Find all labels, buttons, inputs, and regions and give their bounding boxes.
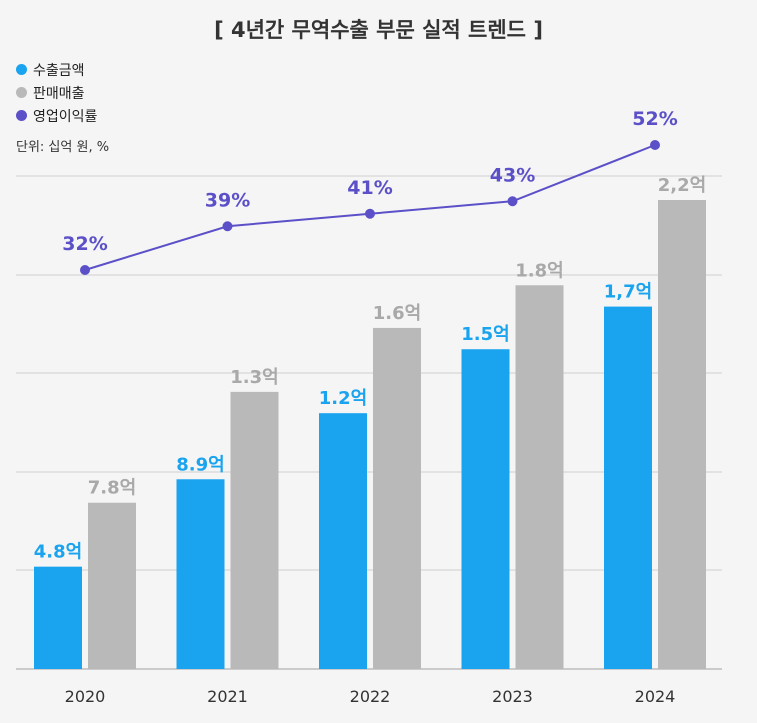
- bar-export-2023: [461, 349, 510, 669]
- bar-sales-2024: [658, 200, 706, 669]
- bar-export-2024: [604, 306, 652, 669]
- chart-title: [ 4년간 무역수출 부문 실적 트렌드 ]: [214, 18, 543, 42]
- legend-swatch-sales: [16, 87, 27, 98]
- bar-sales-2021: [230, 391, 279, 669]
- legend-label-sales: 판매매출: [33, 85, 85, 102]
- margin-label-2022: 41%: [347, 177, 392, 199]
- bar-label-sales-2020: 7.8억: [88, 478, 136, 499]
- bar-sales-2020: [88, 502, 136, 669]
- bar-label-export-2021: 8.9억: [176, 454, 224, 475]
- margin-line: [84, 144, 656, 271]
- bar-label-export-2022: 1.2억: [319, 388, 367, 409]
- margin-label-2023: 43%: [490, 164, 535, 186]
- x-tick-2024: 2024: [635, 687, 676, 706]
- bar-sales-2023: [515, 285, 564, 669]
- legend-swatch-margin: [16, 110, 27, 121]
- x-tick-2020: 2020: [65, 687, 106, 706]
- margin-point-2024: [650, 140, 660, 150]
- margin-label-2021: 39%: [205, 189, 250, 211]
- margin-point-2023: [507, 196, 518, 207]
- bar-export-2022: [319, 413, 367, 669]
- bar-label-export-2020: 4.8억: [34, 542, 82, 563]
- bar-label-sales-2024: 2,2억: [658, 175, 706, 196]
- x-tick-2022: 2022: [350, 687, 391, 706]
- bar-sales-2022: [373, 327, 421, 669]
- margin-point-2020: [80, 265, 90, 275]
- unit-note: 단위: 십억 원, %: [16, 140, 110, 155]
- legend-swatch-export: [16, 64, 27, 75]
- bar-export-2021: [176, 479, 225, 669]
- bar-label-sales-2023: 1.8억: [515, 260, 563, 281]
- margin-point-2022: [365, 208, 375, 219]
- margin-label-2024: 52%: [632, 108, 677, 130]
- legend-item-sales: 판매매출: [16, 81, 97, 104]
- margin-point-2021: [222, 221, 233, 232]
- legend-item-export: 수출금액: [16, 58, 97, 81]
- x-tick-2021: 2021: [207, 687, 248, 706]
- bar-export-2020: [34, 566, 82, 669]
- x-tick-2023: 2023: [492, 687, 533, 706]
- bar-label-export-2023: 1.5억: [461, 324, 509, 345]
- bar-label-sales-2022: 1.6억: [373, 303, 421, 324]
- legend-item-margin: 영업이익률: [16, 104, 97, 127]
- bar-label-export-2024: 1,7억: [604, 282, 652, 303]
- legend: 수출금액 판매매출 영업이익률: [16, 58, 97, 127]
- margin-label-2020: 32%: [62, 233, 107, 255]
- legend-label-export: 수출금액: [33, 62, 85, 79]
- legend-label-margin: 영업이익률: [33, 108, 98, 125]
- bar-label-sales-2021: 1.3억: [230, 367, 278, 388]
